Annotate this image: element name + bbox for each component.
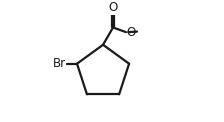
Text: O: O bbox=[127, 26, 136, 39]
Text: Br: Br bbox=[53, 57, 67, 70]
Text: O: O bbox=[108, 1, 118, 14]
